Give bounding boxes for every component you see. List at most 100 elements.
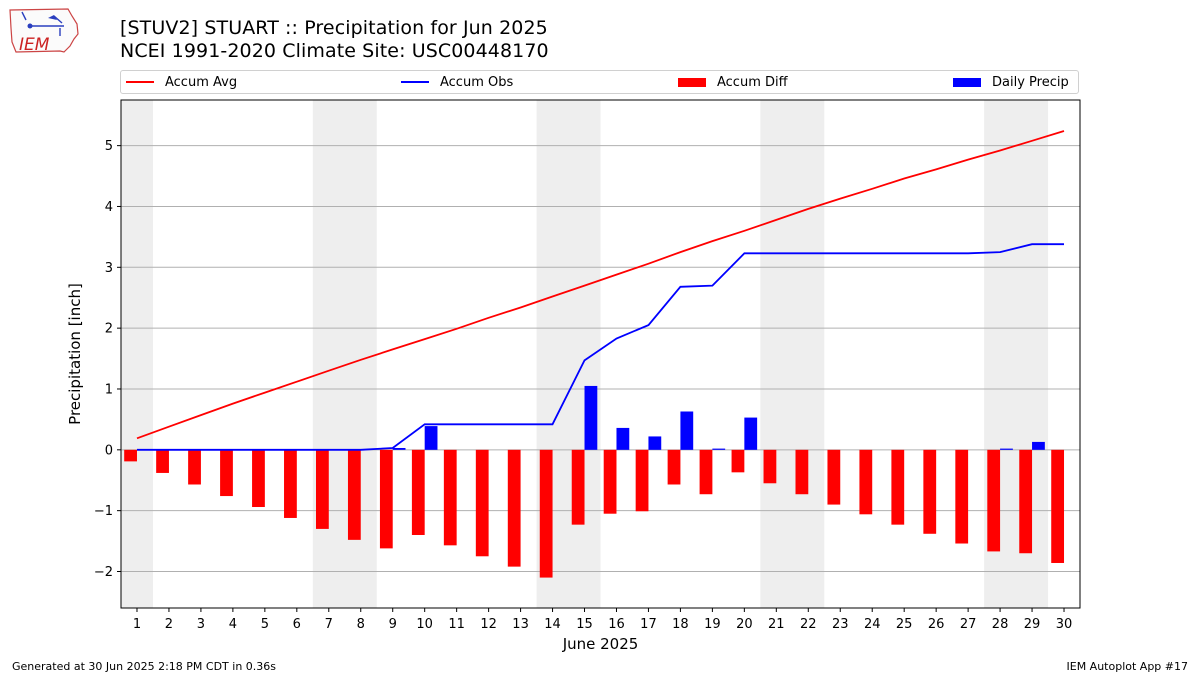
x-tick-label: 5 xyxy=(261,617,269,632)
legend-swatch xyxy=(953,77,981,87)
legend-label: Daily Precip xyxy=(992,74,1069,90)
x-tick-label: 26 xyxy=(928,617,945,632)
diff-bar xyxy=(987,449,1001,552)
daily-precip-bar xyxy=(584,385,598,450)
plot-frame xyxy=(120,99,1081,609)
diff-bar xyxy=(188,449,201,485)
y-tick-label: −2 xyxy=(94,565,113,580)
diff-bar xyxy=(731,449,745,473)
daily-precip-bar xyxy=(680,411,694,450)
x-tick-label: 19 xyxy=(704,617,721,632)
x-tick-label: 16 xyxy=(608,617,625,632)
y-tick-label: 5 xyxy=(105,139,113,154)
y-tick-label: 3 xyxy=(105,261,113,276)
chart-subtitle: NCEI 1991-2020 Climate Site: USC00448170 xyxy=(120,40,549,62)
weekend-shade xyxy=(121,100,153,608)
diff-bar xyxy=(859,449,873,515)
diff-bar xyxy=(763,449,777,484)
x-tick-label: 14 xyxy=(544,617,561,632)
diff-bar xyxy=(539,449,553,578)
x-tick-label: 3 xyxy=(197,617,205,632)
legend-item-daily-precip: Daily Precip xyxy=(953,71,1069,93)
x-tick-label: 20 xyxy=(736,617,753,632)
diff-bar xyxy=(315,449,329,529)
diff-bar xyxy=(411,449,425,535)
legend-label: Accum Diff xyxy=(717,74,788,90)
diff-bar xyxy=(603,449,617,514)
x-tick-label: 4 xyxy=(229,617,237,632)
diff-bar xyxy=(1051,449,1065,563)
x-tick-label: 6 xyxy=(293,617,301,632)
footer-generated: Generated at 30 Jun 2025 2:18 PM CDT in … xyxy=(12,660,277,673)
x-tick-label: 13 xyxy=(512,617,529,632)
diff-bar xyxy=(220,449,233,497)
y-tick-label: 0 xyxy=(105,443,113,458)
x-tick-label: 25 xyxy=(896,617,913,632)
x-tick-label: 18 xyxy=(672,617,689,632)
diff-bar xyxy=(156,449,169,473)
x-tick-label: 23 xyxy=(832,617,849,632)
weekend-shade xyxy=(312,100,377,608)
diff-bar xyxy=(379,449,393,549)
y-tick-label: −1 xyxy=(94,504,113,519)
y-tick-label: 2 xyxy=(105,322,113,337)
diff-bar xyxy=(635,449,649,512)
y-tick-label: 4 xyxy=(105,200,113,215)
diff-bar xyxy=(284,449,297,518)
x-tick-label: 12 xyxy=(480,617,497,632)
legend-label: Accum Obs xyxy=(440,74,514,90)
diff-bar xyxy=(923,449,937,534)
x-tick-label: 24 xyxy=(864,617,881,632)
diff-bar xyxy=(699,449,713,495)
x-tick-label: 15 xyxy=(576,617,593,632)
x-tick-label: 1 xyxy=(133,617,141,632)
x-tick-label: 28 xyxy=(992,617,1009,632)
legend-swatch xyxy=(126,81,154,83)
x-tick-label: 21 xyxy=(768,617,785,632)
daily-precip-bar xyxy=(1032,441,1045,450)
diff-bar xyxy=(795,449,809,495)
diff-bar xyxy=(1019,449,1033,554)
x-tick-label: 9 xyxy=(389,617,397,632)
x-tick-label: 29 xyxy=(1024,617,1041,632)
legend-item-accum-diff: Accum Diff xyxy=(678,71,788,93)
x-tick-label: 7 xyxy=(325,617,333,632)
y-tick-label: 1 xyxy=(105,382,113,397)
accum-obs-line xyxy=(137,243,1064,451)
chart-legend: Accum Avg Accum Obs Accum Diff Daily Pre… xyxy=(120,70,1079,94)
legend-item-accum-avg: Accum Avg xyxy=(126,71,237,93)
daily-precip-bar xyxy=(1000,448,1013,450)
legend-item-accum-obs: Accum Obs xyxy=(401,71,513,93)
daily-precip-bar xyxy=(712,448,726,450)
y-axis-label: Precipitation [inch] xyxy=(66,283,84,425)
x-tick-label: 10 xyxy=(416,617,433,632)
daily-precip-bar xyxy=(392,447,406,450)
diff-bar xyxy=(475,449,489,557)
diff-bar xyxy=(891,449,905,525)
chart-title: [STUV2] STUART :: Precipitation for Jun … xyxy=(120,17,548,39)
x-tick-label: 30 xyxy=(1056,617,1073,632)
legend-label: Accum Avg xyxy=(165,74,238,90)
daily-precip-bar xyxy=(424,426,438,450)
diff-bar xyxy=(347,449,361,540)
legend-swatch xyxy=(401,81,429,83)
x-axis-label: June 2025 xyxy=(562,635,639,653)
svg-text:IEM: IEM xyxy=(19,35,50,55)
daily-precip-bar xyxy=(744,417,758,450)
footer-app: IEM Autoplot App #17 xyxy=(1066,660,1189,673)
daily-precip-bar xyxy=(616,427,630,450)
x-tick-label: 2 xyxy=(165,617,173,632)
iem-logo: IEM xyxy=(8,6,80,58)
diff-bar xyxy=(571,449,585,525)
diff-bar xyxy=(955,449,969,544)
x-tick-label: 22 xyxy=(800,617,817,632)
x-tick-label: 8 xyxy=(357,617,365,632)
diff-bar xyxy=(124,449,137,462)
legend-swatch xyxy=(678,77,706,87)
diff-bar xyxy=(252,449,265,508)
x-tick-label: 17 xyxy=(640,617,657,632)
accum-avg-line xyxy=(136,130,1065,440)
diff-bar xyxy=(827,449,841,505)
x-tick-label: 27 xyxy=(960,617,977,632)
